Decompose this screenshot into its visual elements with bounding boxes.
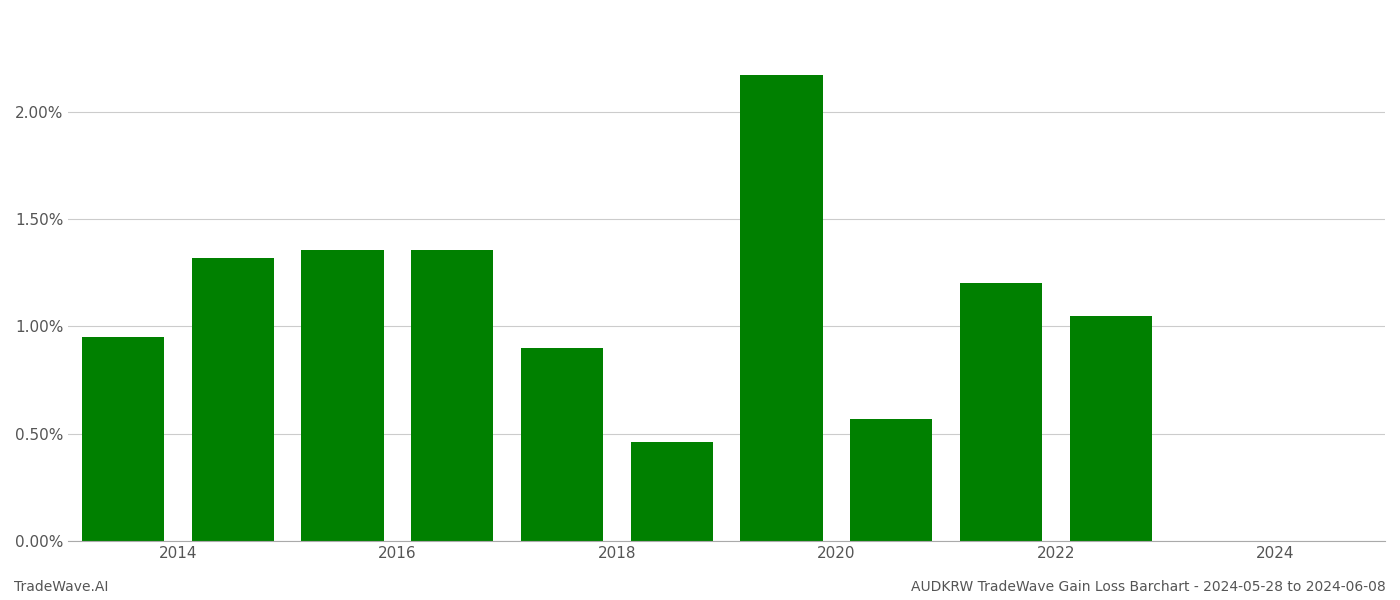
Bar bbox=[192, 257, 274, 541]
Bar bbox=[960, 283, 1042, 541]
Bar bbox=[301, 250, 384, 541]
Bar bbox=[1070, 316, 1152, 541]
Bar bbox=[521, 348, 603, 541]
Bar bbox=[412, 250, 493, 541]
Bar bbox=[630, 442, 713, 541]
Text: AUDKRW TradeWave Gain Loss Barchart - 2024-05-28 to 2024-06-08: AUDKRW TradeWave Gain Loss Barchart - 20… bbox=[911, 580, 1386, 594]
Bar bbox=[741, 75, 823, 541]
Bar bbox=[83, 337, 164, 541]
Text: TradeWave.AI: TradeWave.AI bbox=[14, 580, 108, 594]
Bar bbox=[850, 419, 932, 541]
